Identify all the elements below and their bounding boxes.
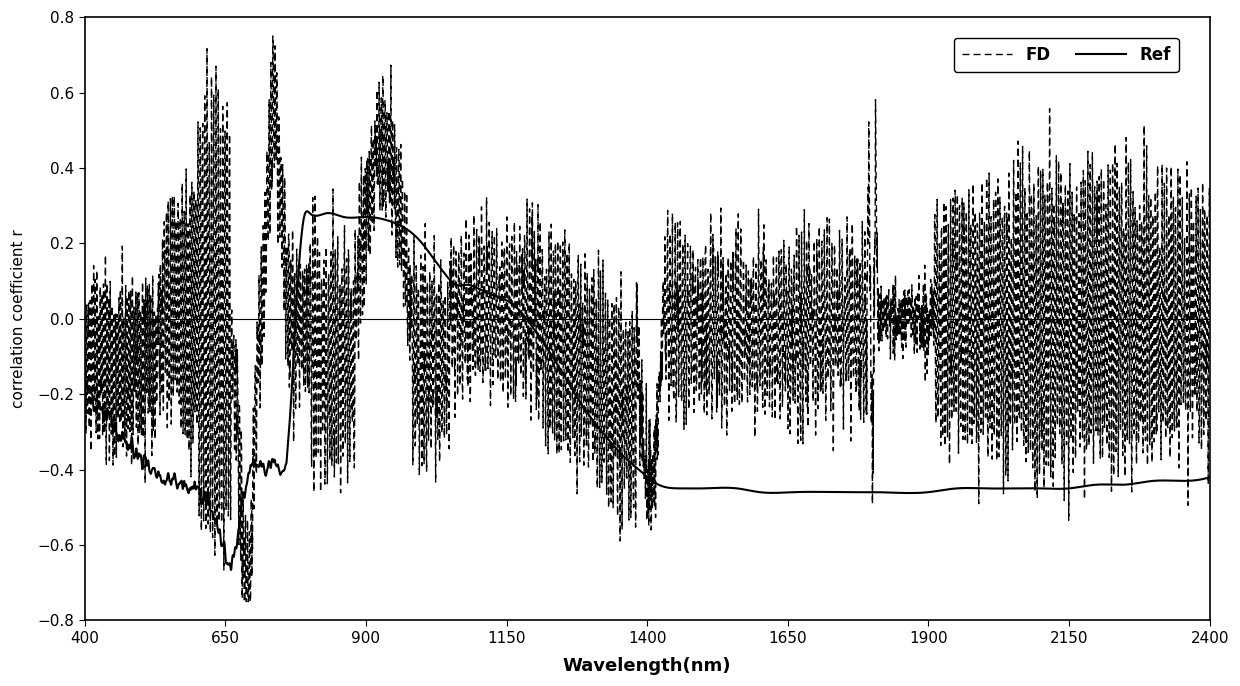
Legend: FD, Ref: FD, Ref (954, 38, 1179, 72)
Line: Ref: Ref (84, 211, 1210, 570)
Ref (236, 488, 250, 497)
X-axis label: Wavelength(nm): Wavelength(nm) (563, 657, 732, 675)
Ref (223, 566, 238, 574)
FD (236, 505, 250, 513)
FD (265, 32, 280, 40)
Ref (301, 208, 316, 216)
Ref (77, 383, 92, 391)
Ref (1203, 473, 1218, 482)
FD (301, 273, 316, 281)
FD (237, 598, 252, 606)
Ref (843, 488, 858, 496)
Ref (569, 392, 584, 401)
Y-axis label: correlation coefficient r: correlation coefficient r (11, 229, 26, 408)
FD (1203, 217, 1218, 225)
FD (77, 382, 92, 390)
Ref (557, 371, 572, 379)
FD (644, 525, 658, 534)
FD (843, 354, 858, 362)
Ref (644, 476, 658, 484)
Line: FD: FD (84, 36, 1210, 602)
Ref (300, 207, 315, 215)
FD (569, 327, 584, 335)
FD (557, 407, 572, 415)
